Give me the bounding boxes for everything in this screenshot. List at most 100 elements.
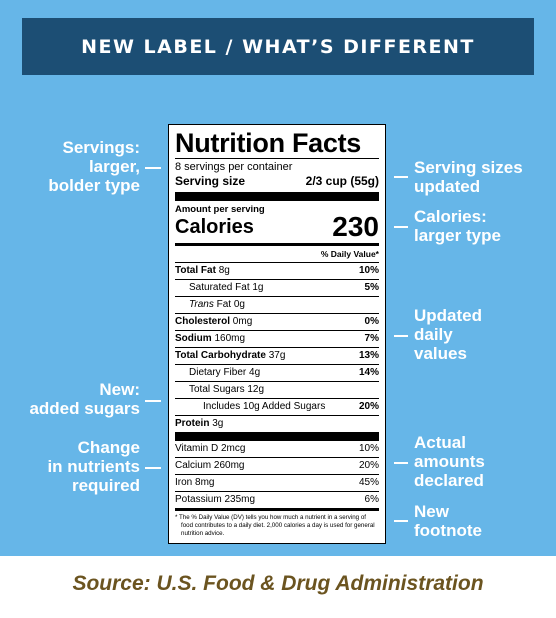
callout-tick xyxy=(394,462,408,464)
calories-row: Calories 230 xyxy=(175,211,379,242)
vitamin-text: Potassium 235mg xyxy=(175,494,256,505)
callout-line: required xyxy=(71,476,140,495)
nutrient-row: Dietary Fiber 4g 14% xyxy=(175,364,379,381)
nutrient-name: Cholesterol xyxy=(175,316,231,327)
nutrient-row: Trans Fat 0g xyxy=(175,296,379,313)
vitamin-dv: 45% xyxy=(358,477,379,488)
nutrient-row: Cholesterol 0mg 0% xyxy=(175,313,379,330)
divider xyxy=(175,508,379,511)
nutrient-row: Protein 3g xyxy=(175,415,379,432)
callout-tick xyxy=(145,467,161,469)
callout-line: amounts xyxy=(414,452,485,471)
callout-line: Calories: xyxy=(414,207,487,226)
nutrient-dv: 20% xyxy=(358,401,379,412)
vitamin-dv: 6% xyxy=(364,494,379,505)
vitamin-text: Calcium 260mg xyxy=(175,460,245,471)
nutrient-amount: 4g xyxy=(249,367,261,378)
callout-line: updated xyxy=(414,177,481,196)
divider xyxy=(175,243,379,246)
callout-line: Updated xyxy=(414,306,482,325)
dv-header: % Daily Value* xyxy=(320,249,379,259)
callout-line: New: xyxy=(99,380,140,399)
callout-serving-sizes: Serving sizes updated xyxy=(414,158,523,196)
banner-title: NEW LABEL / WHAT’S DIFFERENT xyxy=(22,18,534,75)
nutrient-amount: 0mg xyxy=(232,316,253,327)
nutrient-name: Total Fat xyxy=(175,265,216,276)
callout-tick xyxy=(145,400,161,402)
nutrient-dv: 5% xyxy=(364,282,379,293)
callout-tick xyxy=(145,167,161,169)
callout-line: bolder type xyxy=(48,176,140,195)
divider xyxy=(175,432,379,441)
vitamin-row: Potassium 235mg 6% xyxy=(175,491,379,508)
nutrient-row: Includes 10g Added Sugars 20% xyxy=(175,398,379,415)
serving-size-label: Serving size xyxy=(175,174,246,188)
nutrient-dv: 0% xyxy=(364,316,379,327)
callout-line: added sugars xyxy=(29,399,140,418)
callout-added-sugars: New: added sugars xyxy=(29,380,140,418)
nutrient-name: Total Sugars xyxy=(189,384,245,395)
nutrient-amount: 1g xyxy=(252,282,264,293)
nutrient-name: Sodium xyxy=(175,333,212,344)
serving-size-value: 2/3 cup (55g) xyxy=(305,174,379,188)
divider xyxy=(175,158,379,159)
calories-value: 230 xyxy=(332,211,379,242)
callout-line: larger, xyxy=(88,157,140,176)
nutrient-row: Sodium 160mg 7% xyxy=(175,330,379,347)
nutrient-name: Total Carbohydrate xyxy=(175,350,266,361)
callout-line: Actual xyxy=(414,433,466,452)
serving-size-row: Serving size 2/3 cup (55g) xyxy=(175,174,379,189)
nutrient-name: Trans xyxy=(189,299,214,310)
callout-line: footnote xyxy=(414,521,482,540)
callout-line: Servings: xyxy=(62,138,140,157)
nutrient-row: Total Fat 8g 10% xyxy=(175,262,379,279)
nutrient-name: Dietary Fiber xyxy=(189,367,247,378)
callout-amounts-declared: Actual amounts declared xyxy=(414,433,485,490)
callout-line: in nutrients xyxy=(47,457,140,476)
vitamin-row: Iron 8mg 45% xyxy=(175,474,379,491)
calories-label: Calories xyxy=(175,216,254,238)
vitamin-text: Vitamin D 2mcg xyxy=(175,443,246,454)
source-credit: Source: U.S. Food & Drug Administration xyxy=(72,572,484,595)
callout-line: Change xyxy=(77,438,140,457)
callout-nutrients-required: Change in nutrients required xyxy=(47,438,140,495)
nutrient-name: Protein xyxy=(175,418,210,429)
callout-tick xyxy=(394,176,408,178)
callout-daily-values: Updated daily values xyxy=(414,306,482,363)
callout-tick xyxy=(394,226,408,228)
callout-footnote: New footnote xyxy=(414,502,482,540)
callout-line: larger type xyxy=(414,226,501,245)
nutrient-row: Total Sugars 12g xyxy=(175,381,379,398)
nutrient-dv: 13% xyxy=(358,350,379,361)
footnote: * The % Daily Value (DV) tells you how m… xyxy=(175,514,375,537)
nutrient-dv: 7% xyxy=(364,333,379,344)
vitamin-row: Vitamin D 2mcg 10% xyxy=(175,441,379,457)
vitamin-row: Calcium 260mg 20% xyxy=(175,457,379,474)
callout-calories: Calories: larger type xyxy=(414,207,501,245)
nutrient-amount: Fat 0g xyxy=(216,299,245,310)
dv-header-row: % Daily Value* xyxy=(175,246,379,262)
amount-per-serving: Amount per serving xyxy=(175,204,265,215)
callout-tick xyxy=(394,335,408,337)
servings-per-container: 8 servings per container xyxy=(175,161,293,173)
nutrient-dv: 10% xyxy=(358,265,379,276)
callout-tick xyxy=(394,520,408,522)
vitamin-dv: 10% xyxy=(358,443,379,454)
callout-servings: Servings: larger, bolder type xyxy=(48,138,140,195)
nutrient-amount: 12g xyxy=(247,384,265,395)
label-title: Nutrition Facts xyxy=(175,128,362,158)
callout-line: declared xyxy=(414,471,484,490)
nutrient-amount: 160mg xyxy=(214,333,246,344)
nutrient-amount: 37g xyxy=(268,350,286,361)
vitamin-text: Iron 8mg xyxy=(175,477,215,488)
nutrient-row: Saturated Fat 1g 5% xyxy=(175,279,379,296)
divider xyxy=(175,192,379,201)
nutrient-amount: 8g xyxy=(218,265,230,276)
nutrient-name: Saturated Fat xyxy=(189,282,250,293)
callout-line: daily xyxy=(414,325,453,344)
vitamin-dv: 20% xyxy=(358,460,379,471)
nutrient-name: Includes 10g Added Sugars xyxy=(203,401,326,412)
nutrient-amount: 3g xyxy=(212,418,224,429)
nutrient-row: Total Carbohydrate 37g 13% xyxy=(175,347,379,364)
nutrition-facts-label: Nutrition Facts 8 servings per container… xyxy=(168,124,386,544)
